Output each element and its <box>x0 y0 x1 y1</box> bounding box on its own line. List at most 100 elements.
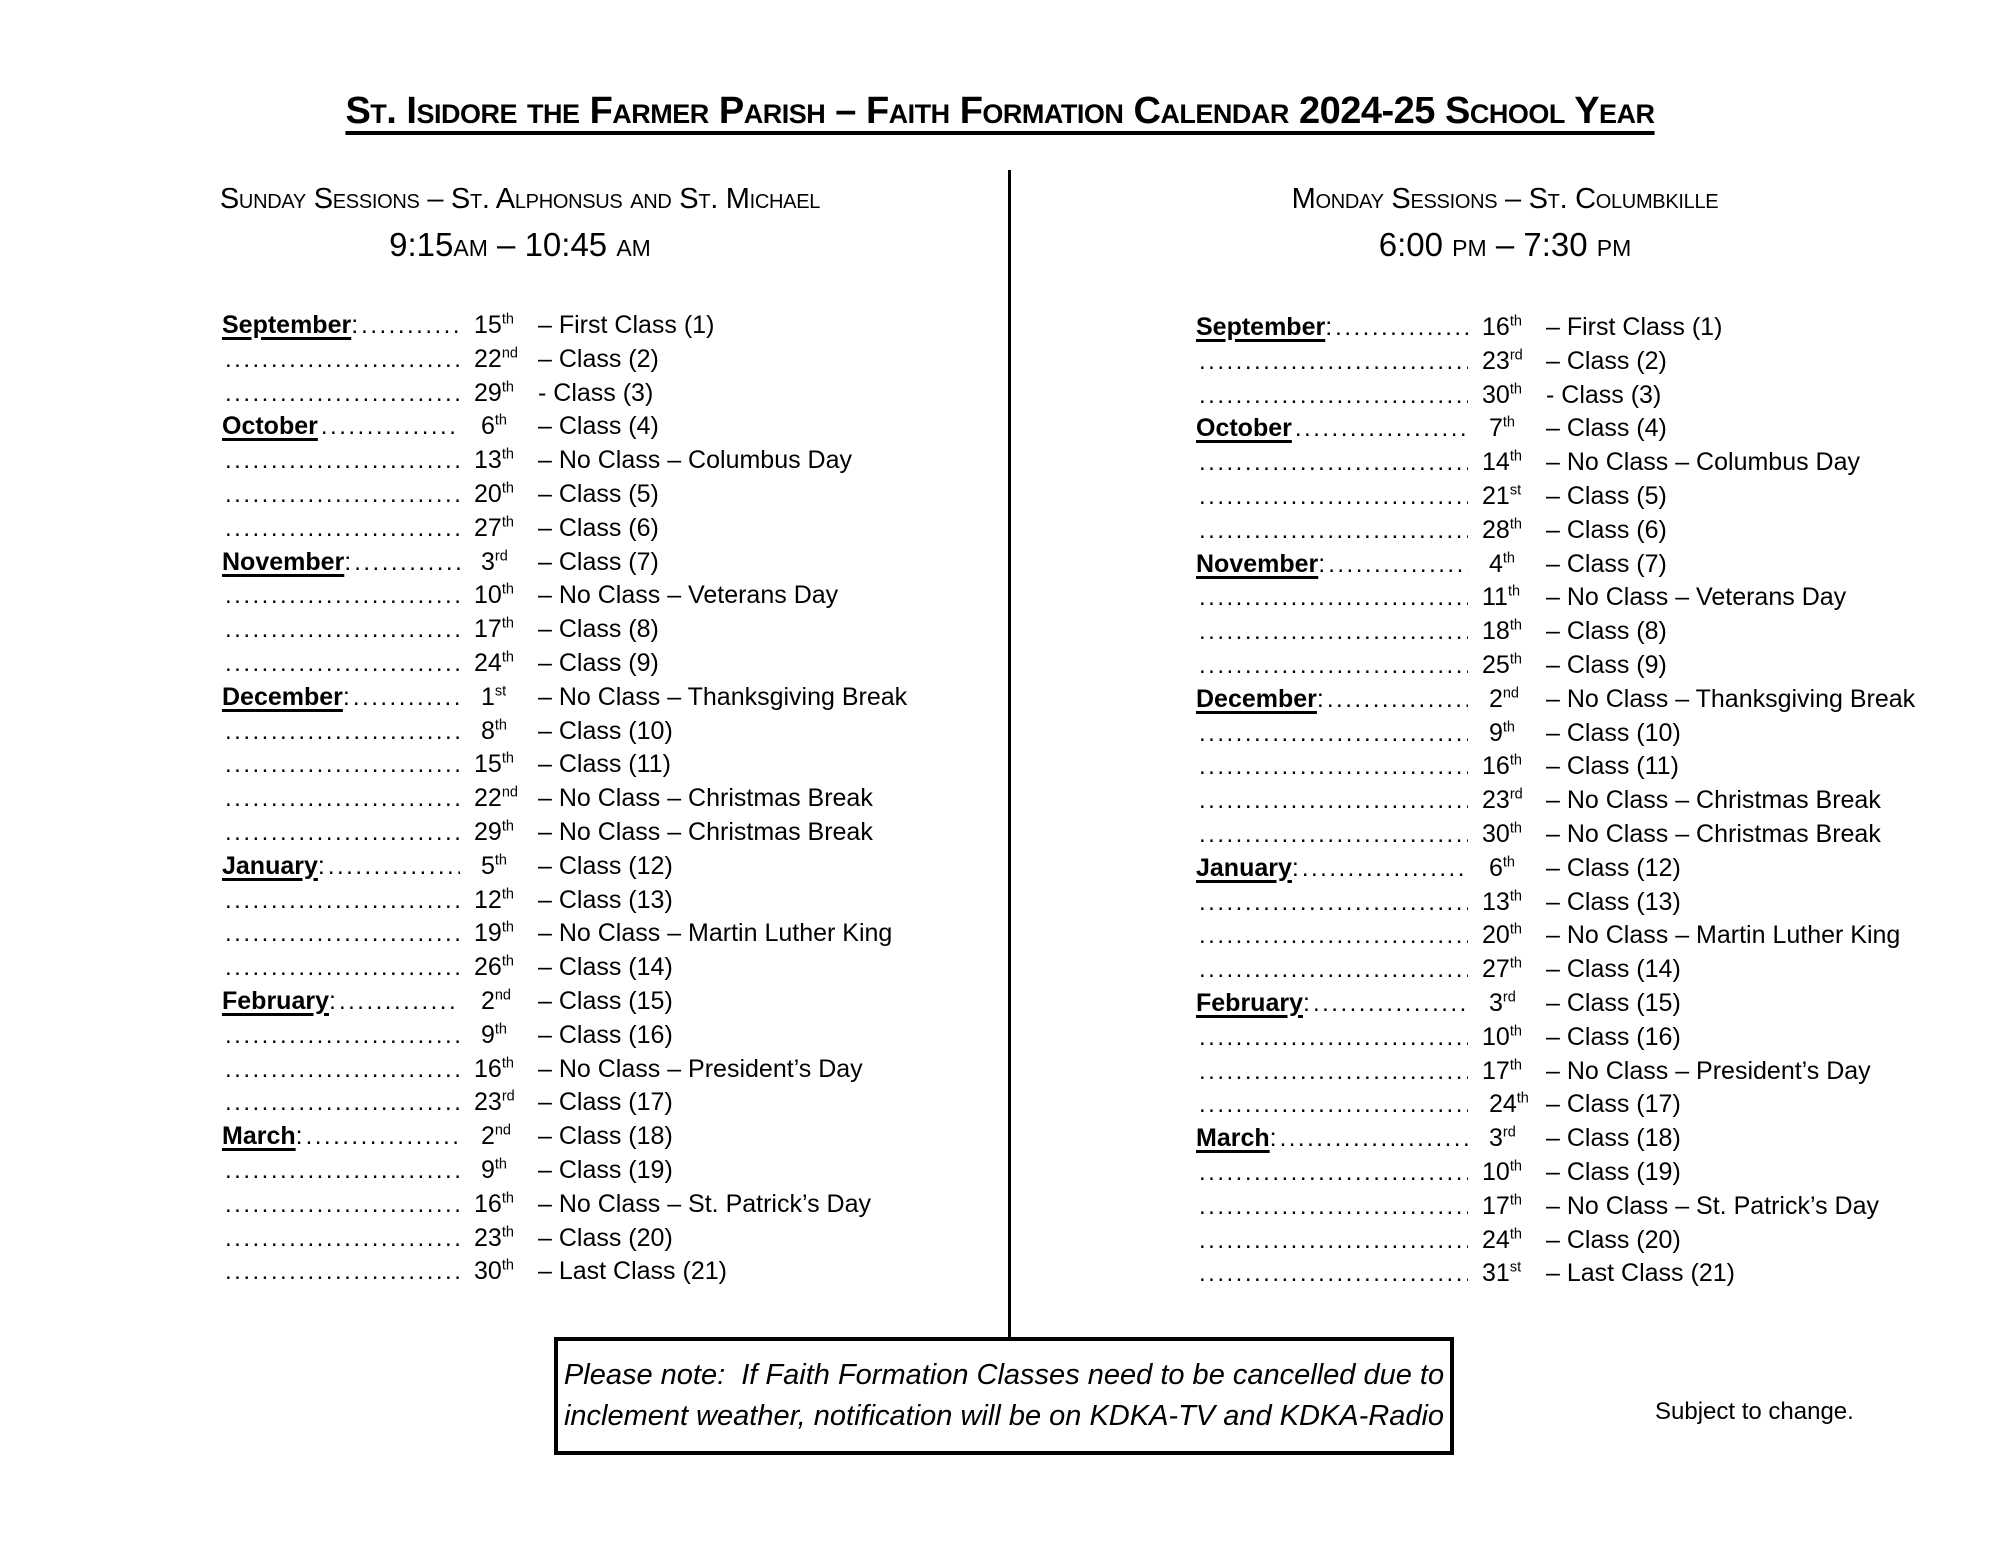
dot-leader <box>1199 956 1468 984</box>
dot-leader <box>1199 720 1468 748</box>
month-colon: : <box>1291 853 1299 882</box>
session-row: 30th – No Class – Christmas Break <box>1196 820 1986 854</box>
session-text: – Class (19) <box>1546 1157 1681 1186</box>
dot-leader <box>225 346 460 374</box>
session-text: – Class (2) <box>538 344 659 373</box>
cancellation-note-box: Please note: If Faith Formation Classes … <box>554 1337 1454 1455</box>
month-label: January <box>222 851 318 880</box>
dot-leader <box>1199 483 1468 511</box>
session-text: – No Class – Thanksgiving Break <box>1546 684 1916 713</box>
session-text: – Class (9) <box>538 648 659 677</box>
row-label <box>222 1089 474 1117</box>
row-label <box>1196 787 1482 815</box>
session-row: 11th – No Class – Veterans Day <box>1196 583 1986 617</box>
dot-leader <box>225 1225 460 1253</box>
session-text: – No Class – President’s Day <box>1546 1056 1871 1085</box>
row-label <box>1196 720 1482 748</box>
row-label <box>1196 348 1482 376</box>
month-label: November <box>1196 549 1319 578</box>
session-text: – No Class – Martin Luther King <box>538 919 893 948</box>
row-label <box>222 718 474 746</box>
session-row: 21st – Class (5) <box>1196 482 1986 516</box>
session-day: 1st <box>474 682 507 711</box>
month-colon: : <box>342 682 350 711</box>
session-day: 31st <box>1482 1259 1522 1288</box>
row-label: February: <box>1196 989 1482 1018</box>
dot-leader <box>225 1258 460 1286</box>
row-label <box>222 1157 474 1185</box>
row-label <box>1196 618 1482 646</box>
session-row: February: 3rd – Class (15) <box>1196 989 1986 1023</box>
session-row: 24th – Class (17) <box>1196 1090 1986 1124</box>
session-text: – No Class – Martin Luther King <box>1546 921 1901 950</box>
subject-to-change-note: Subject to change. <box>1655 1398 1854 1425</box>
session-row: February: 2nd – Class (15) <box>222 987 992 1021</box>
session-row: 17th – No Class – President’s Day <box>1196 1057 1986 1091</box>
dot-leader <box>354 549 460 577</box>
row-label <box>222 616 474 644</box>
month-colon: : <box>1316 684 1324 713</box>
session-text: – Class (5) <box>1546 481 1667 510</box>
session-text: – No Class – Christmas Break <box>1546 819 1881 848</box>
month-label: October <box>222 412 318 441</box>
row-label <box>222 515 474 543</box>
session-row: 15th – Class (11) <box>222 750 992 784</box>
note-line-1: Please note: If Faith Formation Classes … <box>563 1359 1445 1391</box>
session-day: 6th <box>1482 853 1515 882</box>
session-text: – No Class – Columbus Day <box>1546 448 1861 477</box>
column-time: 6:00 pm – 7:30 pm <box>1378 226 1632 263</box>
dot-leader <box>1199 1227 1468 1255</box>
month-colon: : <box>1302 988 1310 1017</box>
row-label <box>1196 1058 1482 1086</box>
row-label: January: <box>1196 854 1482 883</box>
dot-leader <box>225 1191 460 1219</box>
row-label <box>1196 483 1482 511</box>
row-label <box>222 1258 474 1286</box>
session-text: – No Class – Christmas Break <box>538 784 873 813</box>
session-row: 9th – Class (10) <box>1196 719 1986 753</box>
column-header: Monday Sessions – St. Columbkille <box>1291 183 1719 215</box>
session-text: – First Class (1) <box>1546 313 1723 341</box>
session-row: 10th – No Class – Veterans Day <box>222 581 992 615</box>
row-label <box>1196 956 1482 984</box>
session-day: 27th <box>1482 955 1522 984</box>
session-text: – No Class – St. Patrick’s Day <box>538 1189 871 1218</box>
session-text: – Class (4) <box>538 412 659 441</box>
dot-leader <box>1199 821 1468 849</box>
session-day: 11th <box>1482 583 1521 612</box>
month-label: February <box>1196 988 1303 1017</box>
row-label <box>222 380 474 408</box>
session-day: 10th <box>474 581 514 610</box>
session-text: – Class (4) <box>1546 414 1667 443</box>
session-day: 6th <box>474 412 507 441</box>
session-row: 23rd – Class (2) <box>1196 347 1986 381</box>
session-row: 22nd – Class (2) <box>222 345 992 379</box>
row-label <box>222 1022 474 1050</box>
row-label <box>222 887 474 915</box>
session-text: – Class (8) <box>1546 617 1667 646</box>
dot-leader <box>1199 1024 1468 1052</box>
session-text: – No Class – St. Patrick’s Day <box>1546 1191 1879 1220</box>
row-label <box>1196 1159 1482 1187</box>
session-text: – No Class – Columbus Day <box>538 446 853 475</box>
session-day: 9th <box>1482 718 1515 747</box>
session-text: – Class (18) <box>1546 1124 1681 1153</box>
session-day: 30th <box>1482 380 1522 409</box>
row-label <box>1196 517 1482 545</box>
session-row: 24th – Class (9) <box>222 649 992 683</box>
session-text: – No Class – Christmas Break <box>538 817 873 846</box>
session-row: 30th – Last Class (21) <box>222 1257 992 1291</box>
session-text: – Class (13) <box>538 885 673 914</box>
dot-leader <box>225 920 460 948</box>
session-day: 9th <box>474 1020 507 1049</box>
dot-leader <box>225 515 460 543</box>
session-text: - Class (3) <box>1546 380 1662 409</box>
row-label <box>222 1056 474 1084</box>
row-label: February: <box>222 987 474 1016</box>
dot-leader <box>225 481 460 509</box>
row-label <box>222 1225 474 1253</box>
session-day: 15th <box>474 750 514 779</box>
month-label: September <box>222 311 352 339</box>
session-row: December: 1st – No Class – Thanksgiving … <box>222 683 992 717</box>
sunday-session-list: September: 15th – First Class (1) 22nd –… <box>222 311 992 1291</box>
